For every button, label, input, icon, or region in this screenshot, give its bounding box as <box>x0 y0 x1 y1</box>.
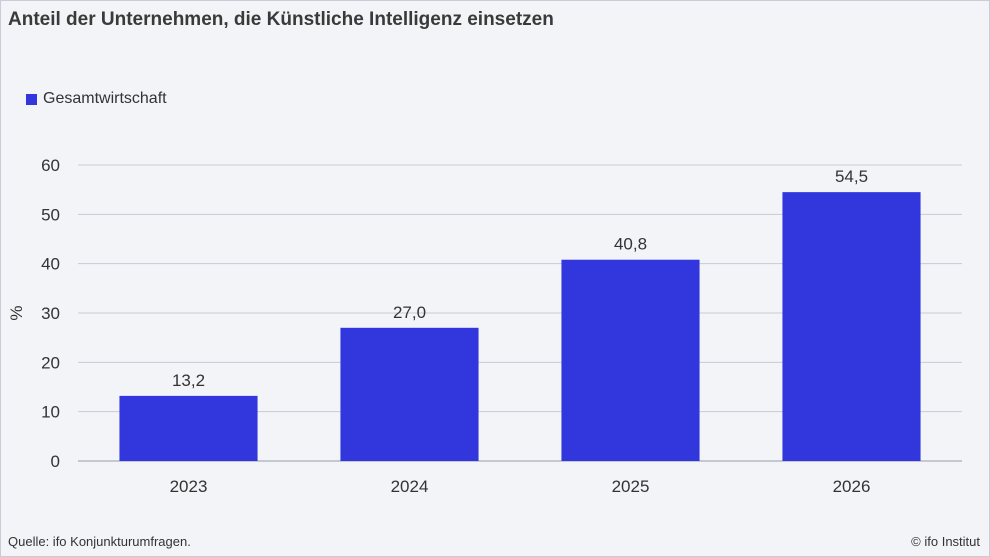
y-tick-label: 30 <box>41 304 60 323</box>
x-tick-label: 2026 <box>833 477 871 496</box>
y-tick-label: 0 <box>51 452 60 471</box>
y-tick-label: 20 <box>41 353 60 372</box>
bar <box>782 192 921 461</box>
data-label: 13,2 <box>172 371 205 390</box>
source-note: Quelle: ifo Konjunkturumfragen. <box>8 534 191 549</box>
data-label: 54,5 <box>835 167 868 186</box>
bar <box>561 259 700 461</box>
y-tick-label: 40 <box>41 255 60 274</box>
copyright-note: © ifo Institut <box>911 534 980 549</box>
bar <box>119 395 258 461</box>
legend-label: Gesamtwirtschaft <box>43 90 167 107</box>
legend: Gesamtwirtschaft <box>26 90 167 108</box>
x-tick-label: 2023 <box>170 477 208 496</box>
y-tick-label: 10 <box>41 403 60 422</box>
y-tick-label: 60 <box>41 156 60 175</box>
bar <box>340 327 479 461</box>
legend-swatch <box>26 93 37 105</box>
chart-title: Anteil der Unternehmen, die Künstliche I… <box>8 9 554 30</box>
y-axis-title: % <box>7 305 26 320</box>
x-tick-label: 2024 <box>391 477 429 496</box>
data-label: 27,0 <box>393 303 426 322</box>
x-tick-label: 2025 <box>612 477 650 496</box>
y-tick-label: 50 <box>41 205 60 224</box>
data-label: 40,8 <box>614 235 647 254</box>
